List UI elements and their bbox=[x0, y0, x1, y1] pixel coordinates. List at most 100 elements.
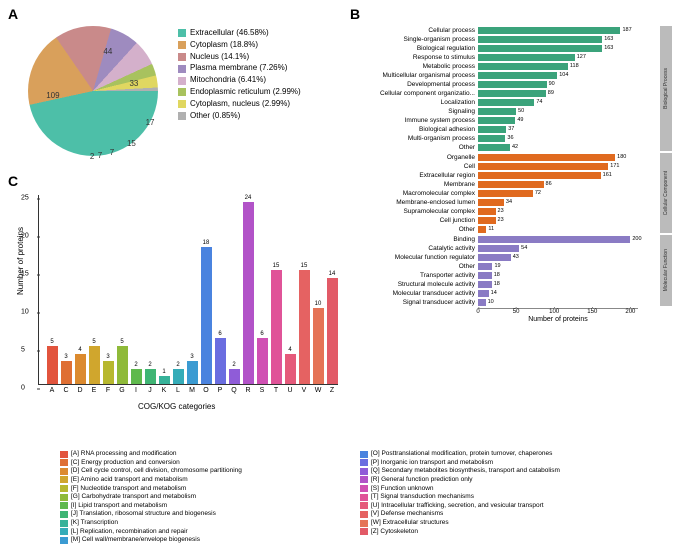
pie-legend: Extracellular (46.58%)Cytoplasm (18.8%)N… bbox=[178, 28, 301, 122]
cog-legend-item: [C] Energy production and conversion bbox=[60, 459, 360, 467]
pie-legend-item: Mitochondria (6.41%) bbox=[178, 75, 301, 86]
cog-legend-label: [K] Transcription bbox=[71, 519, 118, 527]
cog-legend-item: [D] Cell cycle control, cell division, c… bbox=[60, 467, 360, 475]
cog-legend-item: [K] Transcription bbox=[60, 519, 360, 527]
go-bar-value: 10 bbox=[488, 299, 494, 306]
go-bar bbox=[478, 181, 544, 188]
go-category-label: Membrane bbox=[350, 181, 478, 188]
go-bar-value: 74 bbox=[536, 99, 542, 106]
go-bar-row: Developmental process90 bbox=[350, 80, 672, 88]
go-group-strip: Biological Process bbox=[660, 26, 672, 151]
go-bar-value: 90 bbox=[549, 81, 555, 88]
legend-swatch bbox=[360, 502, 368, 509]
go-bar-value: 19 bbox=[494, 263, 500, 270]
cog-legend-item: [G] Carbohydrate transport and metabolis… bbox=[60, 493, 360, 501]
go-bar-wrap: 118 bbox=[478, 63, 638, 70]
go-bar-value: 161 bbox=[603, 172, 612, 179]
cog-bar-value: 24 bbox=[245, 195, 252, 201]
cog-bar bbox=[103, 361, 114, 384]
go-category-label: Molecular transducer activity bbox=[350, 290, 478, 297]
cog-legend-label: [T] Signal transduction mechanisms bbox=[371, 493, 474, 501]
cog-legend-label: [M] Cell wall/membrane/envelope biogenes… bbox=[71, 536, 200, 544]
panel-c: C Number of proteins 05101520255A3C4D5E3… bbox=[8, 175, 343, 445]
cog-x-tick-label: Q bbox=[231, 387, 236, 394]
cog-x-axis-label: COG/KOG categories bbox=[138, 402, 215, 411]
legend-swatch bbox=[360, 520, 368, 527]
cog-legend-item: [I] Lipid transport and metabolism bbox=[60, 502, 360, 510]
go-bar-row: Binding200 bbox=[350, 235, 672, 243]
go-bar-wrap: 74 bbox=[478, 99, 638, 106]
legend-swatch bbox=[360, 485, 368, 492]
cog-legend-label: [A] RNA processing and modification bbox=[71, 450, 177, 458]
panel-b-label: B bbox=[350, 6, 360, 22]
legend-swatch bbox=[60, 476, 68, 483]
cog-bar bbox=[271, 270, 282, 384]
pie-legend-item: Other (0.85%) bbox=[178, 111, 301, 122]
go-bar-row: Membrane-enclosed lumen34 bbox=[350, 198, 672, 206]
cog-x-tick-label: K bbox=[162, 387, 167, 394]
go-bar-row: Biological adhesion37 bbox=[350, 125, 672, 133]
cog-x-tick-label: F bbox=[106, 387, 110, 394]
go-bar-wrap: 163 bbox=[478, 45, 638, 52]
go-bar-wrap: 14 bbox=[478, 290, 638, 297]
go-bar bbox=[478, 117, 515, 124]
legend-swatch bbox=[178, 112, 186, 120]
go-bar bbox=[478, 281, 492, 288]
cog-legend-label: [U] Intracellular trafficking, secretion… bbox=[371, 502, 544, 510]
cog-legend-item: [E] Amino acid transport and metabolism bbox=[60, 476, 360, 484]
legend-swatch bbox=[360, 528, 368, 535]
pie-slice-count: 2 bbox=[90, 152, 94, 161]
go-group-strip: Cellular Component bbox=[660, 153, 672, 233]
cog-legend-item: [O] Posttranslational modification, prot… bbox=[360, 450, 660, 458]
go-bar-value: 23 bbox=[498, 208, 504, 215]
go-category-label: Single-organism process bbox=[350, 36, 478, 43]
go-bar-row: Molecular transducer activity14 bbox=[350, 289, 672, 297]
go-bar-value: 180 bbox=[617, 154, 626, 161]
go-bar-wrap: 23 bbox=[478, 208, 638, 215]
cog-y-tick: 20 bbox=[21, 233, 36, 240]
legend-label: Extracellular (46.58%) bbox=[190, 28, 269, 39]
cog-legend-label: [J] Translation, ribosomal structure and… bbox=[71, 510, 216, 518]
cog-bar bbox=[201, 247, 212, 384]
cog-legend-item: [Q] Secondary metabolites biosynthesis, … bbox=[360, 467, 660, 475]
cog-bar-value: 3 bbox=[190, 354, 193, 360]
cog-bar bbox=[299, 270, 310, 384]
legend-swatch bbox=[60, 485, 68, 492]
go-category-label: Cellular process bbox=[350, 27, 478, 34]
cog-legend-label: [Q] Secondary metabolites biosynthesis, … bbox=[371, 467, 560, 475]
go-bar bbox=[478, 108, 516, 115]
cog-legend-label: [Z] Cytoskeleton bbox=[371, 528, 418, 536]
pie-legend-item: Plasma membrane (7.26%) bbox=[178, 63, 301, 74]
go-bar-row: Macromolecular complex72 bbox=[350, 189, 672, 197]
go-bar-wrap: 36 bbox=[478, 135, 638, 142]
legend-label: Cytoplasm (18.8%) bbox=[190, 40, 258, 51]
legend-swatch bbox=[60, 537, 68, 544]
go-bar-row: Cell junction23 bbox=[350, 216, 672, 224]
legend-swatch bbox=[60, 451, 68, 458]
go-bar-value: 23 bbox=[498, 217, 504, 224]
cog-legend-label: [D] Cell cycle control, cell division, c… bbox=[71, 467, 242, 475]
go-bar-wrap: 37 bbox=[478, 126, 638, 133]
pie-legend-item: Extracellular (46.58%) bbox=[178, 28, 301, 39]
go-bar bbox=[478, 199, 504, 206]
cog-bar-value: 18 bbox=[203, 240, 210, 246]
cog-x-tick-label: T bbox=[274, 387, 278, 394]
go-bar-row: Immune system process49 bbox=[350, 116, 672, 124]
cog-bar-value: 4 bbox=[288, 347, 291, 353]
cog-legend-col-2: [O] Posttranslational modification, prot… bbox=[360, 450, 660, 545]
go-category-label: Transporter activity bbox=[350, 272, 478, 279]
cog-bar bbox=[229, 369, 240, 384]
cog-legend-label: [L] Replication, recombination and repai… bbox=[71, 528, 188, 536]
go-bar-value: 18 bbox=[494, 272, 500, 279]
go-bar-row: Cellular component organizatio...89 bbox=[350, 89, 672, 97]
go-bar bbox=[478, 90, 546, 97]
pie-slice-count: 33 bbox=[129, 79, 138, 88]
go-bar-row: Transporter activity 18 bbox=[350, 271, 672, 279]
cog-x-tick-label: V bbox=[302, 387, 307, 394]
go-bar bbox=[478, 208, 496, 215]
pie-legend-item: Nucleus (14.1%) bbox=[178, 52, 301, 63]
cog-x-tick-label: J bbox=[148, 387, 152, 394]
go-bar-wrap: 104 bbox=[478, 72, 638, 79]
go-x-tick: 150 bbox=[587, 309, 597, 315]
go-category-label: Cellular component organizatio... bbox=[350, 90, 478, 97]
